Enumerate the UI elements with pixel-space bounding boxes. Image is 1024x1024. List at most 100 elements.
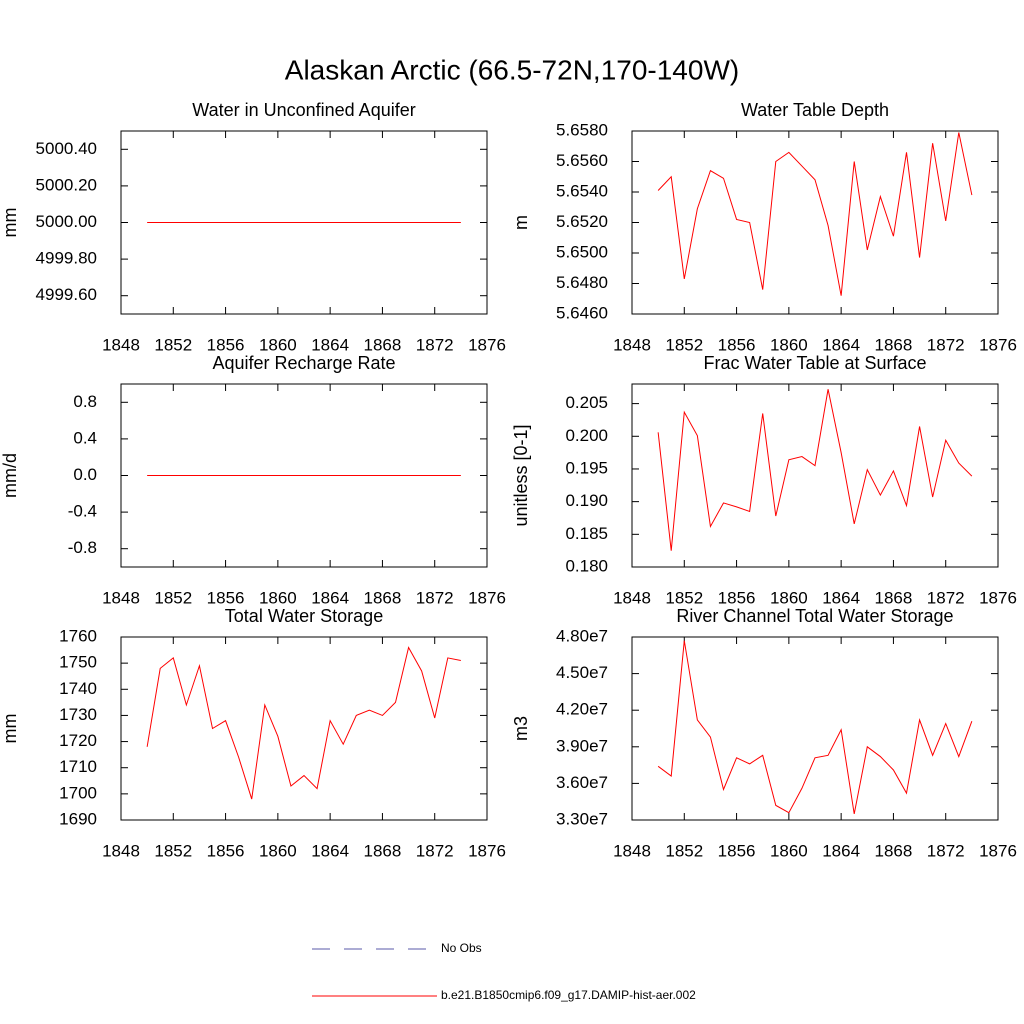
x-tick-label: 1864 <box>822 841 860 860</box>
x-tick-label: 1860 <box>770 588 808 607</box>
x-tick-label: 1856 <box>718 841 756 860</box>
y-tick-label: 0.190 <box>565 491 608 510</box>
plot-frame <box>120 636 488 821</box>
x-tick-label: 1876 <box>979 588 1017 607</box>
panel-title: Water in Unconfined Aquifer <box>192 100 415 120</box>
x-tick-label: 1848 <box>613 841 651 860</box>
y-axis-label: m <box>511 215 531 230</box>
plot-frame <box>631 130 999 315</box>
x-tick-label: 1864 <box>311 841 349 860</box>
x-tick-label: 1856 <box>207 841 245 860</box>
x-tick-label: 1860 <box>259 335 297 354</box>
x-tick-label: 1852 <box>154 588 192 607</box>
y-tick-label: 5.6580 <box>556 120 608 139</box>
y-tick-label: 5.6520 <box>556 212 608 231</box>
y-tick-label: 4.50e7 <box>556 663 608 682</box>
panel-title: River Channel Total Water Storage <box>676 606 953 626</box>
x-tick-label: 1856 <box>718 335 756 354</box>
y-tick-label: 1740 <box>59 679 97 698</box>
y-tick-label: 5000.20 <box>36 175 97 194</box>
y-tick-label: 0.8 <box>73 392 97 411</box>
x-tick-label: 1868 <box>875 335 913 354</box>
x-tick-label: 1852 <box>154 335 192 354</box>
y-tick-label: 5000.00 <box>36 212 97 231</box>
x-tick-label: 1876 <box>468 588 506 607</box>
x-tick-label: 1864 <box>311 335 349 354</box>
x-tick-label: 1872 <box>416 841 454 860</box>
y-axis-label: mm/d <box>0 453 20 498</box>
y-tick-label: -0.8 <box>68 538 97 557</box>
x-tick-label: 1872 <box>416 588 454 607</box>
x-tick-label: 1852 <box>665 841 703 860</box>
y-tick-label: 5.6460 <box>556 303 608 322</box>
y-tick-label: 1730 <box>59 705 97 724</box>
x-tick-label: 1848 <box>102 588 140 607</box>
x-tick-label: 1864 <box>822 588 860 607</box>
y-tick-label: 5.6560 <box>556 151 608 170</box>
y-axis-label: m3 <box>511 716 531 741</box>
x-tick-label: 1872 <box>927 841 965 860</box>
y-tick-label: 1720 <box>59 731 97 750</box>
y-tick-label: 5000.40 <box>36 139 97 158</box>
y-tick-label: 5.6540 <box>556 181 608 200</box>
y-tick-label: 0.0 <box>73 465 97 484</box>
x-tick-label: 1860 <box>259 588 297 607</box>
y-tick-label: 0.200 <box>565 426 608 445</box>
y-tick-label: 1750 <box>59 653 97 672</box>
y-tick-label: 3.90e7 <box>556 736 608 755</box>
y-tick-label: 0.195 <box>565 458 608 477</box>
x-tick-label: 1856 <box>207 588 245 607</box>
y-tick-label: -0.4 <box>68 502 97 521</box>
y-tick-label: 3.60e7 <box>556 773 608 792</box>
data-line <box>146 646 461 800</box>
x-tick-label: 1872 <box>927 588 965 607</box>
y-tick-label: 1700 <box>59 783 97 802</box>
figure-title: Alaskan Arctic (66.5-72N,170-140W) <box>285 54 739 85</box>
y-axis-label: unitless [0-1] <box>511 424 531 526</box>
x-tick-label: 1852 <box>665 588 703 607</box>
x-tick-label: 1848 <box>102 841 140 860</box>
x-tick-label: 1868 <box>875 588 913 607</box>
data-line <box>657 640 973 814</box>
x-tick-label: 1848 <box>613 588 651 607</box>
y-tick-label: 3.30e7 <box>556 809 608 828</box>
legend-label: No Obs <box>441 941 482 955</box>
x-tick-label: 1860 <box>259 841 297 860</box>
x-tick-label: 1860 <box>770 335 808 354</box>
y-tick-label: 0.4 <box>73 428 97 447</box>
x-tick-label: 1868 <box>364 335 402 354</box>
x-tick-label: 1872 <box>416 335 454 354</box>
data-line <box>657 132 973 296</box>
x-tick-label: 1852 <box>665 335 703 354</box>
x-tick-label: 1868 <box>875 841 913 860</box>
y-axis-label: mm <box>0 714 20 744</box>
x-tick-label: 1856 <box>207 335 245 354</box>
x-tick-label: 1860 <box>770 841 808 860</box>
y-tick-label: 5.6480 <box>556 273 608 292</box>
y-tick-label: 1690 <box>59 809 97 828</box>
plot-frame <box>631 383 999 568</box>
x-tick-label: 1872 <box>927 335 965 354</box>
y-tick-label: 4.20e7 <box>556 700 608 719</box>
x-tick-label: 1864 <box>822 335 860 354</box>
y-tick-label: 0.185 <box>565 524 608 543</box>
plot-frame <box>631 636 999 821</box>
x-tick-label: 1856 <box>718 588 756 607</box>
x-tick-label: 1868 <box>364 588 402 607</box>
x-tick-label: 1876 <box>979 841 1017 860</box>
y-tick-label: 5.6500 <box>556 242 608 261</box>
x-tick-label: 1876 <box>468 841 506 860</box>
x-tick-label: 1852 <box>154 841 192 860</box>
y-tick-label: 4.80e7 <box>556 626 608 645</box>
panel-title: Water Table Depth <box>741 100 889 120</box>
y-axis-label: mm <box>0 208 20 238</box>
data-line <box>657 389 973 551</box>
y-tick-label: 0.205 <box>565 393 608 412</box>
x-tick-label: 1876 <box>468 335 506 354</box>
panel-title: Total Water Storage <box>225 606 383 626</box>
y-tick-label: 4999.80 <box>36 249 97 268</box>
y-tick-label: 0.180 <box>565 556 608 575</box>
x-tick-label: 1848 <box>102 335 140 354</box>
panel-title: Aquifer Recharge Rate <box>212 353 395 373</box>
